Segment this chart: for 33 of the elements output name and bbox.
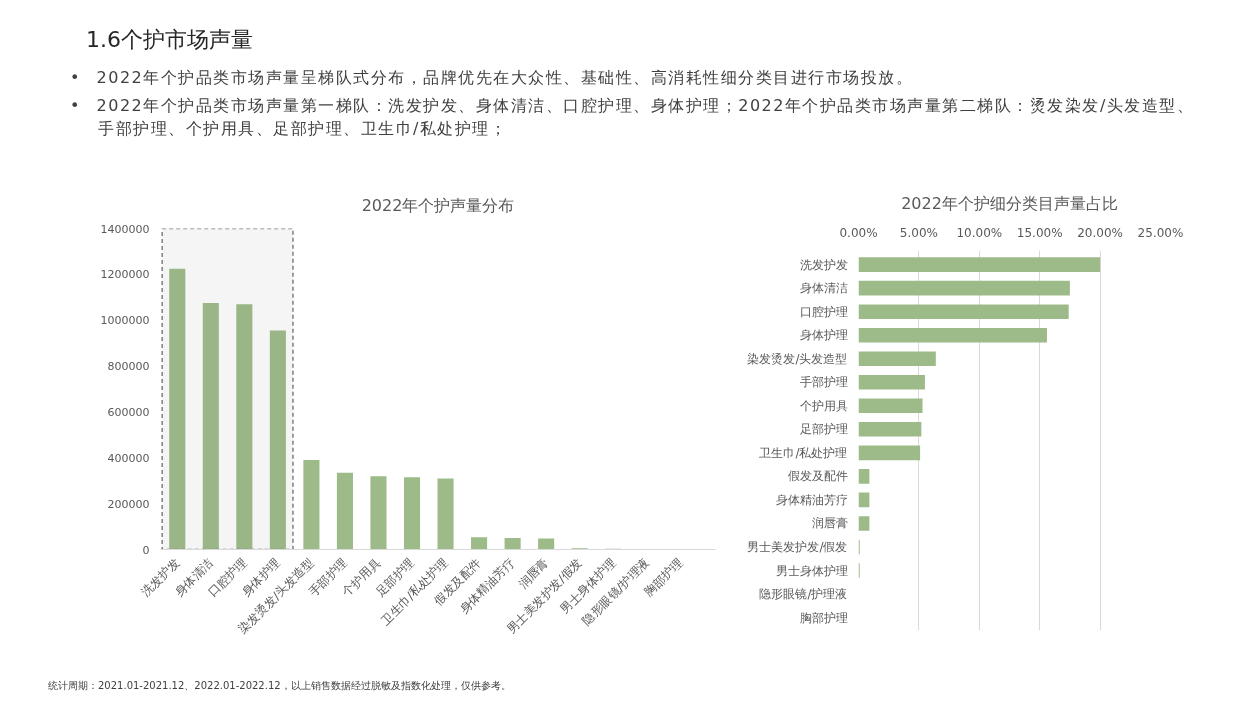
x-tick-label: 15.00% [1016, 225, 1063, 240]
y-tick-label: 手部护理 [799, 375, 848, 390]
x-tick-label: 25.00% [1137, 225, 1184, 240]
text: 1.6个护市场声量 [86, 26, 253, 54]
text: • 2022年个护品类市场声量呈梯队式分布，品牌优先在大众性、基础性、高消耗性细分类目进行市场投放。 [70, 67, 915, 89]
y-tick-label: 染发烫发/头发造型 [747, 351, 848, 366]
y-tick-label: 600000 [107, 405, 150, 419]
x-tick-label: 20.00% [1077, 225, 1123, 240]
y-tick-label: 卫生巾/私处护理 [759, 445, 848, 460]
y-tick-label: 个护用具 [799, 398, 848, 413]
y-tick-label: 润唇膏 [811, 516, 848, 531]
y-tick-label: 1000000 [100, 314, 150, 328]
y-tick-label: 身体精油芳疗 [775, 492, 848, 507]
y-tick-label: 身体清洁 [799, 281, 848, 296]
x-tick-label: 0.00% [839, 225, 878, 240]
y-tick-label: 足部护理 [799, 422, 848, 437]
chart-title: 2022年个护细分类目声量占比 [901, 193, 1118, 213]
y-tick-label: 1400000 [100, 222, 150, 236]
y-tick-label: 400000 [107, 451, 150, 465]
y-tick-label: 200000 [107, 497, 150, 511]
text: • 2022年个护品类市场声量第一梯队：洗发护发、身体清洁、口腔护理、身体护理；2022年个护品类市场声量第二梯队：烫发染发/头发造型、手部护理、个护用具、足部护理、卫生巾/私处护理； [70, 95, 1196, 140]
y-tick-label: 洗发护发 [799, 257, 848, 272]
chart-title: 2022年个护声量分布 [361, 195, 515, 215]
y-tick-label: 口腔护理 [799, 304, 848, 319]
y-tick-label: 800000 [107, 360, 150, 374]
y-tick-label: 假发及配件 [787, 469, 848, 484]
x-tick-label: 5.00% [899, 225, 938, 240]
text: 统计周期：2021.01-2021.12、2022.01-2022.12，以上销售数据经过脱敏及指数化处理，仅供参考。 [48, 679, 511, 693]
y-tick-label: 男士美发护发/假发 [747, 539, 848, 554]
y-tick-label: 0 [142, 543, 150, 557]
y-tick-label: 身体护理 [799, 328, 848, 343]
x-tick-label: 10.00% [956, 225, 1003, 240]
y-tick-label: 1200000 [100, 268, 150, 282]
